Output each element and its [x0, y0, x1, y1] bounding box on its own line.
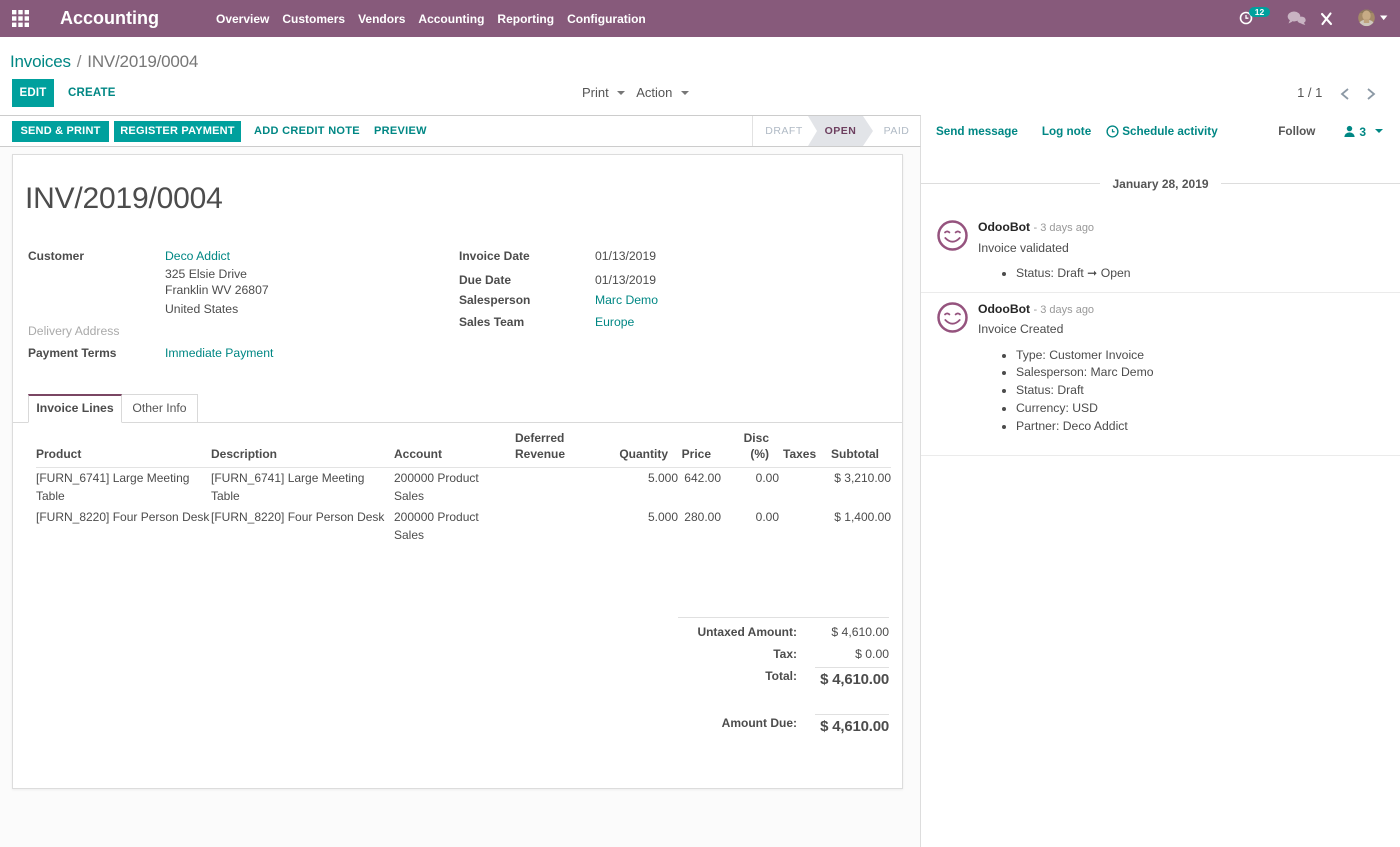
svg-text:12: 12 — [1255, 7, 1265, 17]
